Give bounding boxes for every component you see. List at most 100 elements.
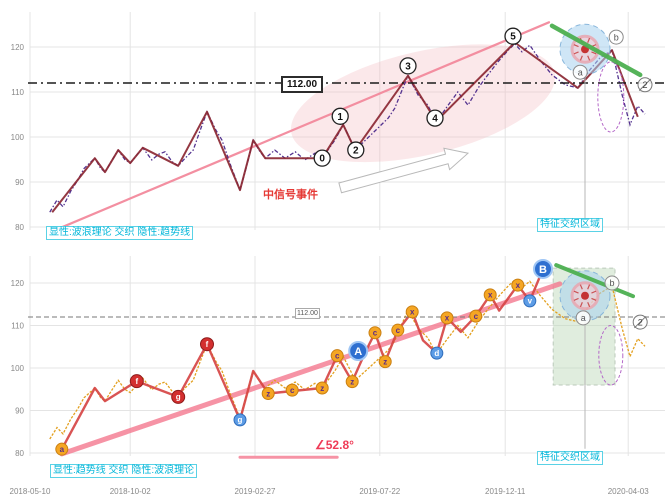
wave-label-4: 4 <box>426 109 444 127</box>
svg-text:2: 2 <box>353 146 359 157</box>
wave-label-x: x <box>483 288 497 302</box>
svg-text:2: 2 <box>642 80 647 90</box>
svg-text:v: v <box>528 297 533 306</box>
y-tick-label: 90 <box>15 407 24 416</box>
y-tick-label: 90 <box>15 178 24 187</box>
svg-text:c: c <box>335 351 340 360</box>
x-tick-label: 2018-05-10 <box>10 487 51 496</box>
x-tick-label: 2019-07-22 <box>359 487 400 496</box>
wave-label-c: c <box>285 383 299 397</box>
wave-label-c: c <box>330 349 344 363</box>
wave-label-f: f <box>200 337 214 352</box>
svg-text:3: 3 <box>405 61 411 72</box>
y-tick-label: 110 <box>11 88 24 97</box>
wave-label-z: z <box>378 355 392 369</box>
svg-text:b: b <box>614 32 619 42</box>
svg-text:z: z <box>320 384 324 393</box>
wave-label-b: b <box>604 275 620 291</box>
trend-angle-label: ∠52.8° <box>315 438 354 452</box>
y-tick-label: 100 <box>11 364 25 373</box>
svg-text:0: 0 <box>319 154 325 165</box>
direction-arrow <box>338 147 470 194</box>
grid <box>29 12 665 230</box>
wave-label-B: B <box>533 258 553 279</box>
wave-label-b: b <box>608 29 624 45</box>
wave-label-v: v <box>523 294 537 308</box>
x-tick-label: 2018-10-02 <box>110 487 151 496</box>
forecast-line <box>554 263 635 299</box>
wave-label-a: a <box>575 310 591 326</box>
signal-event-label: 中信号事件 <box>263 189 318 201</box>
svg-text:4: 4 <box>432 114 438 125</box>
highlight-ellipse <box>290 44 556 163</box>
svg-text:x: x <box>410 308 415 317</box>
x-tick-label: 2020-04-03 <box>608 487 649 496</box>
svg-text:f: f <box>135 377 138 386</box>
wave-label-2: 2 <box>632 314 648 330</box>
wave-label-0: 0 <box>313 149 331 167</box>
svg-text:a: a <box>578 67 583 77</box>
svg-text:a: a <box>60 445 65 454</box>
wave-label-c: c <box>368 326 382 340</box>
grid <box>29 256 665 456</box>
wave-label-a: a <box>572 64 588 80</box>
wave-line <box>51 41 639 213</box>
wave-label-x: x <box>440 311 454 325</box>
y-tick-label: 80 <box>15 223 24 232</box>
svg-text:1: 1 <box>337 112 343 123</box>
x-tick-label: 2019-12-11 <box>485 487 526 496</box>
wave-label-3: 3 <box>399 57 417 75</box>
svg-text:c: c <box>373 329 378 338</box>
y-tick-label: 110 <box>11 322 24 331</box>
y-tick-label: 120 <box>11 279 25 288</box>
wave-label-x: x <box>405 305 419 319</box>
bottom-feature-zone-label: 特征交织区域 <box>537 451 603 465</box>
svg-text:x: x <box>488 291 493 300</box>
top-chart-canvas[interactable]: 80 90 100 110 120 0 1 2 3 4 5 a b 2 <box>0 0 668 248</box>
top-explicit-mode-label: 显性:波浪理论 交织 隐性:趋势线 <box>46 226 194 240</box>
svg-text:B: B <box>539 264 547 276</box>
wave-label-z: z <box>261 387 275 400</box>
svg-text:a: a <box>581 313 586 323</box>
svg-text:f: f <box>206 340 209 349</box>
wave-label-c: c <box>469 309 483 323</box>
svg-text:z: z <box>383 357 387 366</box>
svg-text:b: b <box>609 278 614 288</box>
wave-label-g: g <box>233 413 247 427</box>
panel-top-wave-theory: 80 90 100 110 120 0 1 2 3 4 5 a b 2 112.00 中信号事件 显性:波… <box>0 0 668 248</box>
svg-text:x: x <box>445 314 450 323</box>
wave-line <box>60 268 545 450</box>
top-feature-zone-label: 特征交织区域 <box>537 218 603 232</box>
svg-text:2: 2 <box>638 317 643 327</box>
svg-text:A: A <box>354 346 362 358</box>
bottom-explicit-mode-label: 显性:趋势线 交织 隐性:波浪理论 <box>50 464 198 478</box>
price-line <box>49 279 646 440</box>
wave-label-x: x <box>511 278 525 292</box>
wave-label-a: a <box>55 442 69 456</box>
svg-text:c: c <box>290 386 295 395</box>
svg-text:5: 5 <box>510 32 516 43</box>
focus-ellipse <box>598 325 624 386</box>
trend-line <box>55 21 551 231</box>
wave-label-1: 1 <box>331 107 349 125</box>
price-level-label-top: 112.00 <box>281 76 324 93</box>
svg-text:g: g <box>238 416 243 425</box>
forecast-line <box>549 23 643 78</box>
wave-label-c: c <box>391 323 405 337</box>
wave-label-z: z <box>345 375 359 389</box>
wave-label-g: g <box>171 389 186 404</box>
y-tick-label: 120 <box>11 43 25 52</box>
svg-text:z: z <box>266 389 270 398</box>
svg-text:z: z <box>350 377 354 386</box>
wave-label-2: 2 <box>637 77 653 93</box>
wave-label-f: f <box>129 374 144 389</box>
y-tick-label: 80 <box>15 449 24 458</box>
wave-label-d: d <box>430 346 444 360</box>
wave-label-2: 2 <box>347 141 365 159</box>
focus-ellipse <box>597 61 625 133</box>
svg-text:g: g <box>176 393 181 402</box>
wave-label-5: 5 <box>504 27 522 45</box>
